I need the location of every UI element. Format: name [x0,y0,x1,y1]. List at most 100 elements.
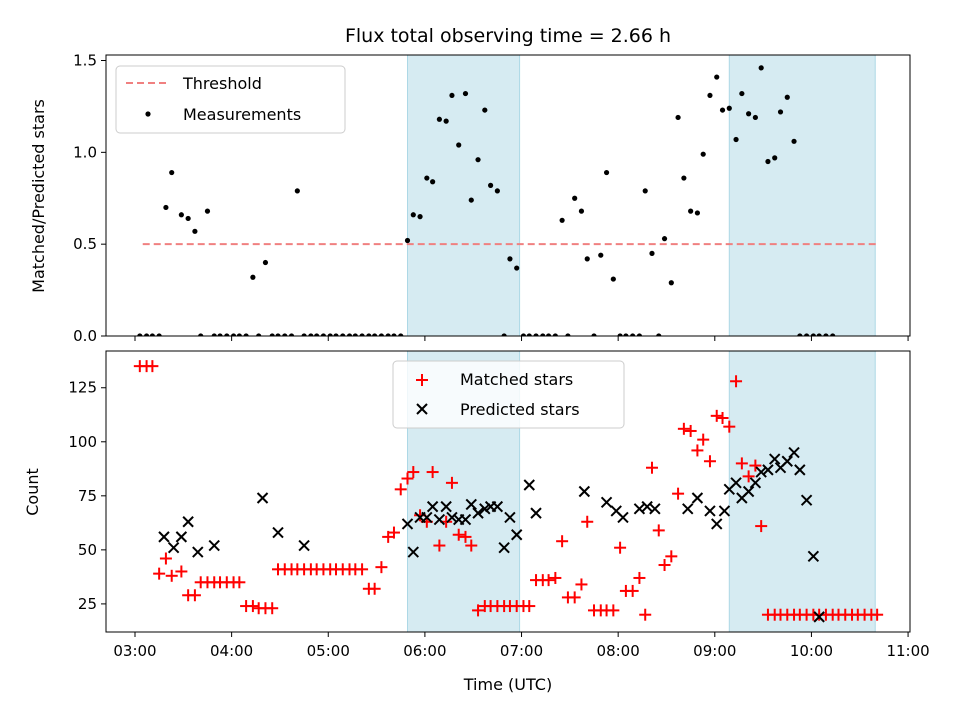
measurement-point [398,333,404,336]
matched-star-point [614,541,627,554]
measurement-point [256,333,262,336]
measurement-point [340,333,346,336]
observing-interval-1 [728,351,876,632]
measurement-point [565,333,571,336]
measurement-point [501,333,507,336]
matched-star-point [233,576,246,589]
measurement-point [366,333,372,336]
measurement-point [198,333,204,336]
x-tick-label: 03:00 [113,642,156,660]
predicted-star-point [749,477,762,489]
bottom-legend: Matched stars Predicted stars [392,360,625,429]
measurement-point [526,333,532,336]
predicted-star-point [600,496,613,509]
matched-star-point [445,476,458,489]
predicted-star-point [742,485,755,498]
matched-star-point [639,608,652,621]
measurement-point [733,136,739,143]
x-axis-label: Time (UTC) [463,675,552,694]
matched-star-point [153,567,166,580]
measurement-point [137,333,143,336]
matched-star-point [716,412,729,425]
matched-star-point [735,457,748,470]
measurement-point [482,107,488,113]
predicted-star-point [192,546,204,558]
predicted-star-point [711,518,723,530]
measurement-point [661,236,668,242]
matched-star-point [710,409,723,422]
predicted-star-point [788,446,800,459]
measurement-point [739,90,745,97]
legend-predicted-swatch [416,403,428,415]
measurement-point [352,333,358,336]
matched-star-point [387,526,400,539]
predicted-star-point [446,511,458,524]
measurement-point [765,158,771,165]
measurement-point [156,333,162,336]
predicted-star-point [421,511,433,524]
measurement-point [359,333,365,336]
y-tick-label: 0.5 [73,235,97,253]
top-plot-frame [105,54,911,337]
predicted-star-point [491,500,504,513]
predicted-star-point [762,464,774,476]
measurement-point [507,256,513,262]
measurement-point [192,228,198,234]
measurement-point [372,333,378,336]
predicted-star-point [472,507,484,519]
matched-star-point [407,466,420,479]
matched-star-point [684,424,697,437]
predicted-star-point [256,492,269,504]
measurement-point [301,333,307,336]
matched-star-point [452,528,465,541]
predicted-star-point [755,466,767,478]
predicted-star-point [167,541,180,554]
measurement-point [424,175,430,181]
predicted-star-point [807,550,820,563]
measurement-point [314,333,320,336]
predicted-star-point [730,477,742,489]
measurement-point [545,333,552,336]
matched-star-point [356,563,369,576]
measurement-point [656,333,662,336]
measurement-point [163,204,169,211]
predicted-star-point [433,513,446,526]
y-tick-label: 50 [78,541,97,559]
matched-star-point [542,574,555,587]
measurement-point [456,142,462,148]
measurement-point [449,92,455,99]
measurement-point [719,107,726,113]
measurement-point [269,333,275,336]
matched-star-point [607,604,620,617]
measurement-point [275,333,281,336]
measurement-point [681,175,687,181]
measurement-point [707,92,713,99]
matched-star-point [368,582,381,595]
matched-star-point [246,600,259,613]
matched-star-point [523,600,536,613]
measurement-point [404,237,411,244]
measurement-point [333,333,339,336]
matched-star-point [433,539,446,552]
measurement-point [784,94,790,100]
matched-star-point [401,472,414,485]
legend-matched-label: Matched stars [460,370,573,389]
matched-star-point [188,589,201,602]
measurement-point [143,333,150,336]
predicted-star-point [459,513,472,526]
chart-title: Flux total observing time = 2.66 h [345,25,671,47]
matched-star-point [556,535,569,548]
measurement-point [603,169,610,176]
y-tick-label: 1.5 [73,52,97,70]
matched-star-point [472,604,485,617]
measurement-point [320,333,327,336]
measurement-point [410,212,416,218]
legend-predicted-label: Predicted stars [460,400,580,419]
top-panel: 0.0 0.5 1.0 1.5 Matched/Predicted stars Thr… [29,52,911,345]
x-tick-label: 11:00 [886,642,929,660]
observing-interval-1 [728,55,876,336]
matched-star-point [581,515,594,528]
measurement-point [700,151,706,157]
measurement-point [584,256,590,262]
measurement-point [378,333,385,336]
